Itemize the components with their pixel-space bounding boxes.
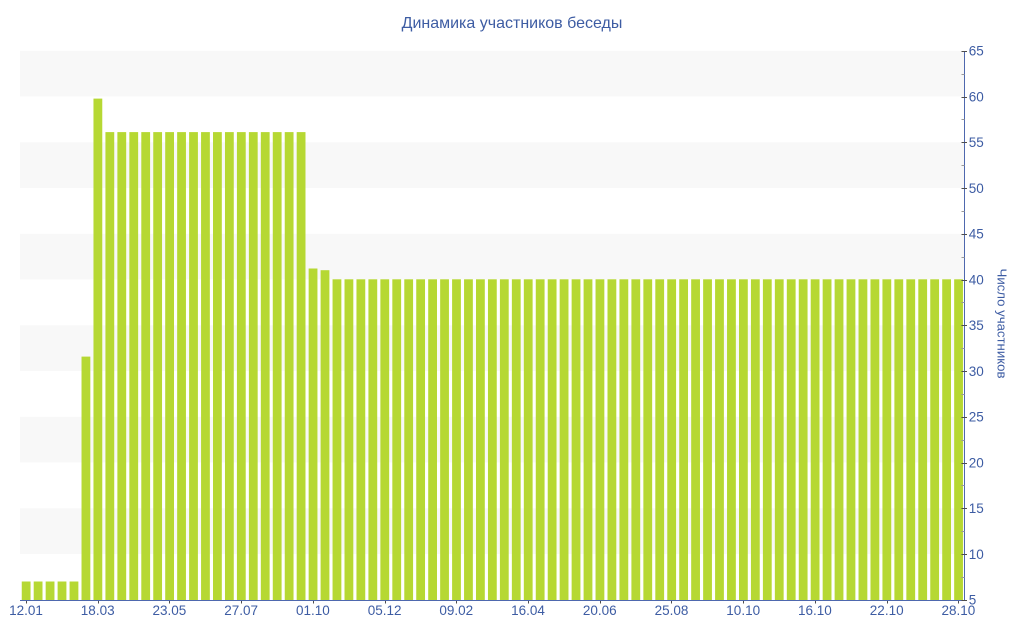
svg-text:55: 55 bbox=[969, 135, 984, 150]
svg-text:Число участников: Число участников bbox=[995, 269, 1010, 379]
svg-text:12.01: 12.01 bbox=[9, 603, 43, 618]
svg-text:18.03: 18.03 bbox=[81, 603, 115, 618]
svg-text:01.10: 01.10 bbox=[296, 603, 330, 618]
svg-text:65: 65 bbox=[969, 44, 984, 59]
svg-text:10: 10 bbox=[969, 547, 984, 562]
svg-text:50: 50 bbox=[969, 181, 984, 196]
svg-text:05.12: 05.12 bbox=[368, 603, 402, 618]
svg-text:16.10: 16.10 bbox=[798, 603, 832, 618]
svg-text:28.10: 28.10 bbox=[942, 603, 976, 618]
svg-text:27.07: 27.07 bbox=[224, 603, 258, 618]
svg-text:30: 30 bbox=[969, 364, 984, 379]
svg-text:16.04: 16.04 bbox=[511, 603, 545, 618]
svg-text:25: 25 bbox=[969, 410, 984, 425]
svg-text:20.06: 20.06 bbox=[583, 603, 617, 618]
svg-text:45: 45 bbox=[969, 227, 984, 242]
svg-text:22.10: 22.10 bbox=[870, 603, 904, 618]
svg-text:15: 15 bbox=[969, 501, 984, 516]
svg-text:Динамика участников беседы: Динамика участников беседы bbox=[402, 15, 623, 32]
svg-text:20: 20 bbox=[969, 455, 984, 470]
svg-text:23.05: 23.05 bbox=[153, 603, 187, 618]
svg-text:5: 5 bbox=[969, 593, 977, 608]
svg-text:25.08: 25.08 bbox=[655, 603, 689, 618]
svg-text:09.02: 09.02 bbox=[439, 603, 473, 618]
svg-text:10.10: 10.10 bbox=[726, 603, 760, 618]
svg-text:40: 40 bbox=[969, 272, 984, 287]
svg-text:35: 35 bbox=[969, 318, 984, 333]
svg-text:60: 60 bbox=[969, 89, 984, 104]
